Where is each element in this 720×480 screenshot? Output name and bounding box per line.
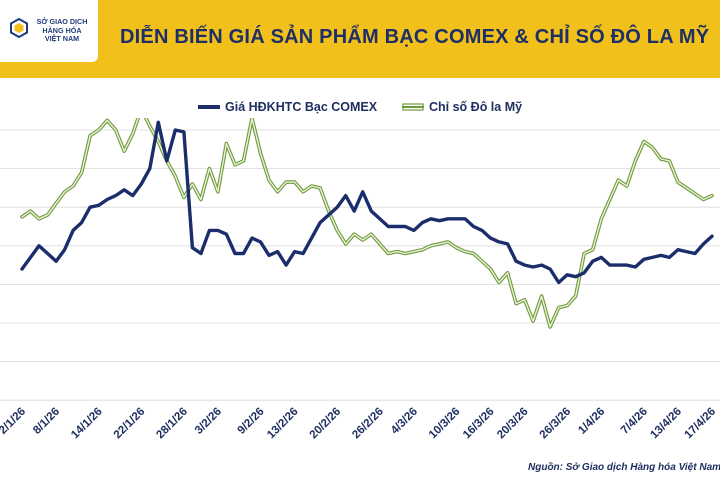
x-tick-label: 20/3/26 [495, 406, 531, 442]
x-tick-label: 26/2/26 [350, 406, 386, 442]
x-tick-label: 2/1/26 [0, 406, 28, 437]
logo-line-2: HÀNG HÓA [42, 25, 82, 35]
line-chart: 2/1/26 8/1/26 14/1/26 22/1/26 28/1/26 3/2/26 9… [0, 118, 720, 442]
series-line-dollar [21, 118, 713, 328]
x-tick-label: 10/3/26 [427, 406, 463, 442]
legend-swatch-dollar [402, 103, 424, 111]
logo-mark-icon [10, 17, 28, 39]
logo-text: SỞ GIAO DỊCH HÀNG HÓA VIỆT NAM [28, 17, 96, 44]
logo-line-3: VIỆT NAM [44, 34, 80, 43]
series-line-silver [20, 120, 714, 285]
x-axis-ticks: 2/1/26 8/1/26 14/1/26 22/1/26 28/1/26 3/2/26 9… [0, 406, 718, 442]
x-tick-label: 4/3/26 [389, 406, 420, 437]
x-tick-label: 8/1/26 [31, 406, 62, 437]
x-tick-label: 16/3/26 [461, 406, 497, 442]
x-tick-label: 28/1/26 [154, 406, 190, 442]
legend-label-silver: Giá HĐKHTC Bạc COMEX [225, 100, 378, 114]
header-banner: SỞ GIAO DỊCH HÀNG HÓA VIỆT NAM DIỄN BIẾN… [0, 0, 720, 78]
x-tick-label: 20/2/26 [308, 406, 344, 442]
source-note: Nguồn: Sở Giao dịch Hàng hóa Việt Nam [528, 462, 720, 473]
series-lines [20, 118, 714, 329]
x-tick-label: 22/1/26 [112, 406, 148, 442]
grid-lines [0, 129, 720, 401]
x-tick-label: 1/4/26 [576, 406, 607, 437]
x-tick-label: 7/4/26 [619, 406, 650, 437]
legend-item-silver: Giá HĐKHTC Bạc COMEX [198, 96, 377, 118]
x-tick-label: 9/2/26 [236, 406, 267, 437]
x-tick-label: 13/2/26 [265, 406, 301, 442]
x-tick-label: 14/1/26 [69, 406, 105, 442]
logo-line-1: SỞ GIAO DỊCH [36, 17, 88, 26]
legend-swatch-silver [198, 105, 220, 109]
legend-label-dollar: Chỉ số Đô la Mỹ [429, 100, 523, 114]
x-tick-label: 13/4/26 [648, 406, 684, 442]
logo: SỞ GIAO DỊCH HÀNG HÓA VIỆT NAM [0, 0, 98, 62]
x-tick-label: 26/3/26 [538, 406, 574, 442]
x-tick-label: 3/2/26 [193, 406, 224, 437]
x-tick-label: 17/4/26 [683, 406, 719, 442]
chart-title: DIỄN BIẾN GIÁ SẢN PHẨM BẠC COMEX & CHỈ S… [120, 26, 710, 48]
chart-legend: Giá HĐKHTC Bạc COMEX Chỉ số Đô la Mỹ [0, 96, 720, 118]
legend-item-dollar: Chỉ số Đô la Mỹ [402, 96, 522, 118]
